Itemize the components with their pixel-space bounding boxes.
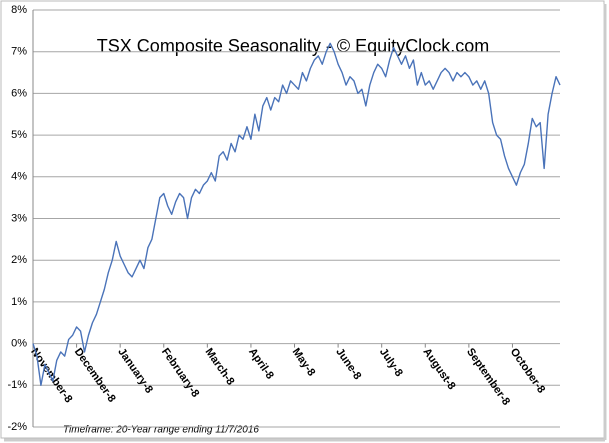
footnote: Timeframe: 20-Year range ending 11/7/201… (63, 425, 259, 436)
y-tick-label: 6% (11, 87, 27, 99)
chart-title: TSX Composite Seasonality - © EquityCloc… (97, 36, 489, 56)
y-tick-label: 0% (11, 338, 27, 350)
y-tick-label: 2% (11, 254, 27, 266)
y-tick-label: 5% (11, 129, 27, 141)
y-tick-label: 4% (11, 171, 27, 183)
y-tick-label: 7% (11, 46, 27, 58)
y-tick-label: -1% (7, 379, 27, 391)
y-tick-label: -2% (7, 421, 27, 433)
y-tick-label: 3% (11, 212, 27, 224)
y-tick-label: 8% (11, 4, 27, 16)
series-line (32, 42, 561, 386)
y-tick-label: 1% (11, 296, 27, 308)
